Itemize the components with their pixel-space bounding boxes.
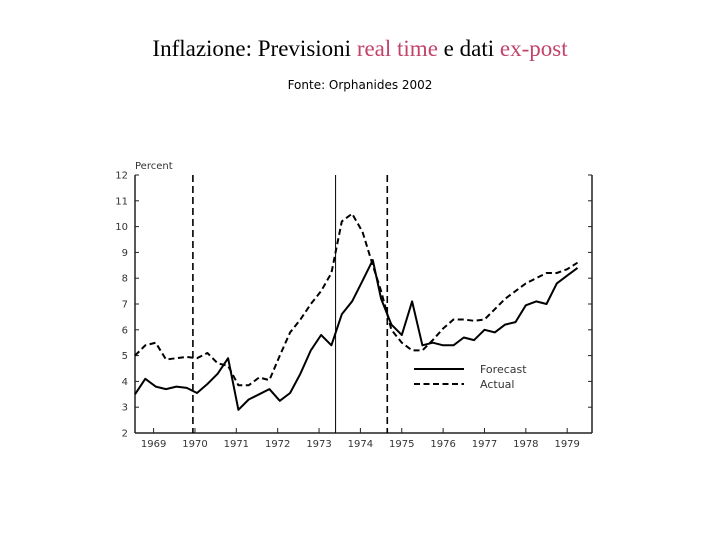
- slide-source: Fonte: Orphanides 2002: [287, 78, 433, 92]
- x-tick-label: 1972: [265, 439, 290, 450]
- title-part-4: ex-post: [499, 36, 568, 61]
- series-line-actual: [134, 212, 579, 387]
- y-tick-label: 9: [122, 248, 128, 259]
- y-tick-label: 8: [122, 274, 128, 285]
- y-tick-label: 7: [122, 300, 128, 311]
- x-tick-label: 1977: [472, 439, 497, 450]
- x-tick-label: 1971: [224, 439, 249, 450]
- x-tick-label: 1979: [554, 439, 579, 450]
- y-tick-label: 12: [115, 171, 128, 182]
- x-tick-label: 1975: [389, 439, 414, 450]
- y-tick-label: 6: [122, 325, 128, 336]
- y-axis-label: Percent: [135, 161, 173, 172]
- y-tick-label: 11: [115, 196, 128, 207]
- series-line-forecast: [134, 259, 579, 411]
- x-tick-label: 1974: [348, 439, 373, 450]
- x-tick-label: 1978: [513, 439, 538, 450]
- y-tick-label: 2: [122, 429, 128, 440]
- x-tick-label: 1969: [141, 439, 166, 450]
- x-tick-label: 1970: [182, 439, 207, 450]
- y-tick-label: 3: [122, 403, 128, 414]
- title-part-2: real time: [356, 36, 438, 61]
- y-tick-label: 4: [122, 377, 128, 388]
- slide-title: Inflazione: Previsioni real time e dati …: [0, 36, 720, 62]
- y-tick-label: 5: [122, 351, 128, 362]
- legend-label-forecast: Forecast: [480, 363, 527, 376]
- x-tick-label: 1976: [430, 439, 455, 450]
- title-part-1: Inflazione: Previsioni: [152, 36, 357, 61]
- y-tick-label: 10: [115, 222, 128, 233]
- legend-label-actual: Actual: [480, 378, 514, 391]
- title-part-3: e dati: [437, 36, 500, 61]
- x-tick-label: 1973: [306, 439, 331, 450]
